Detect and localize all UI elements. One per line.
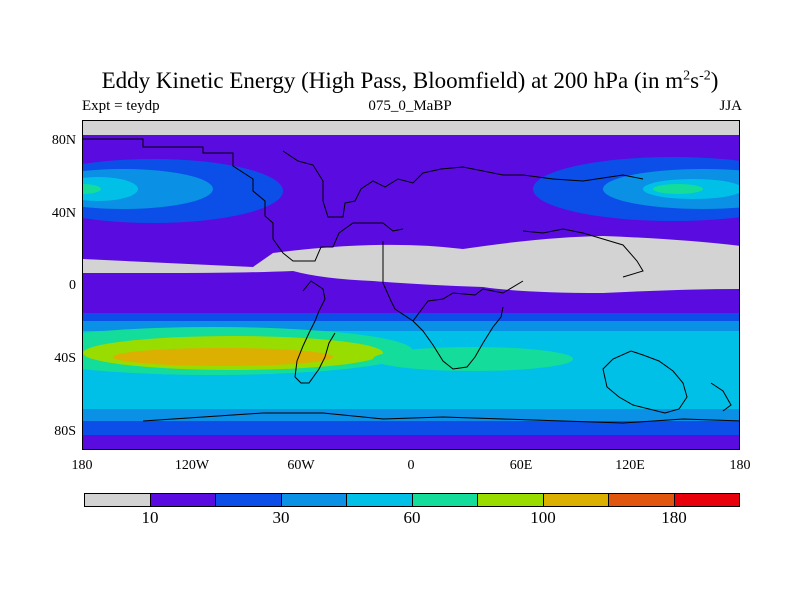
map-title: Eddy Kinetic Energy (High Pass, Bloomfie… [0,68,800,94]
colorbar-label-10: 10 [120,508,180,528]
x-tick-60w: 60W [271,458,331,474]
x-tick-120w: 120W [162,458,222,474]
colorbar-box-1 [151,494,217,506]
colorbar-label-30: 30 [251,508,311,528]
north-atlantic-track-core [653,184,703,194]
colorbar-box-5 [413,494,479,506]
north-polar-band [83,121,740,135]
southern-jet-core [113,348,333,366]
run-label: 075_0_MaBP [0,98,800,115]
colorbar-box-4 [347,494,413,506]
x-tick-60e: 60E [491,458,551,474]
x-tick-0: 0 [381,458,441,474]
colorbar [84,493,740,507]
title-text-mid: s [690,68,699,93]
colorbar-box-0 [85,494,151,506]
colorbar-box-7 [544,494,610,506]
map-plot-area [82,120,740,450]
y-tick-80s: 80S [42,424,76,440]
colorbar-box-6 [478,494,544,506]
y-tick-40n: 40N [42,206,76,222]
title-text: Eddy Kinetic Energy (High Pass, Bloomfie… [102,68,684,93]
south-polar-band [83,435,740,450]
colorbar-box-2 [216,494,282,506]
south-band-4 [83,409,740,421]
y-tick-80n: 80N [42,133,76,149]
south-band-5 [83,421,740,435]
title-superscript-2: -2 [699,68,711,83]
colorbar-label-180: 180 [644,508,704,528]
colorbar-label-60: 60 [382,508,442,528]
colorbar-box-9 [675,494,740,506]
colorbar-label-100: 100 [513,508,573,528]
x-tick-180w: 180 [52,458,112,474]
title-text-end: ) [711,68,719,93]
x-tick-120e: 120E [600,458,660,474]
colorbar-box-3 [282,494,348,506]
colorbar-box-8 [609,494,675,506]
contour-map [83,121,740,450]
y-tick-40s: 40S [42,351,76,367]
y-tick-0: 0 [42,278,76,294]
season-label: JJA [719,98,742,115]
x-tick-180e: 180 [710,458,770,474]
